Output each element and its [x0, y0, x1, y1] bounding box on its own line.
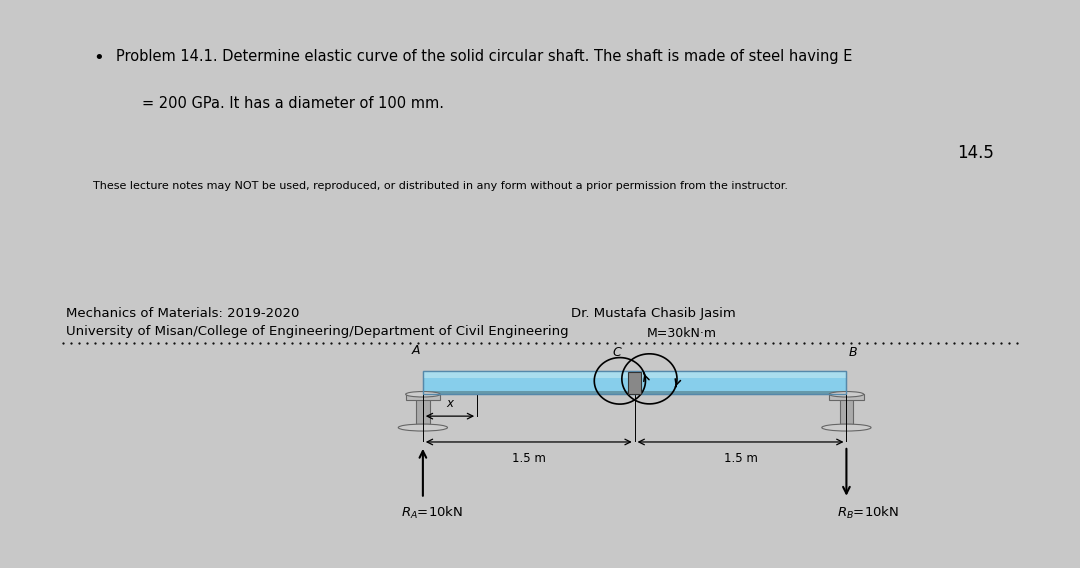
Text: A: A [411, 344, 420, 357]
Text: These lecture notes may NOT be used, reproduced, or distributed in any form with: These lecture notes may NOT be used, rep… [93, 181, 788, 191]
Text: B: B [849, 346, 858, 360]
Ellipse shape [822, 424, 872, 431]
Bar [406, 394, 441, 400]
Text: x: x [446, 397, 454, 410]
Bar [423, 371, 847, 394]
Bar [839, 394, 853, 424]
Text: 14.5: 14.5 [957, 144, 995, 162]
Ellipse shape [399, 424, 447, 431]
Text: $R_A$=10kN: $R_A$=10kN [401, 504, 463, 521]
Text: University of Misan/College of Engineering/Department of Civil Engineering: University of Misan/College of Engineeri… [66, 325, 569, 338]
Ellipse shape [406, 391, 441, 397]
Text: Dr. Mustafa Chasib Jasim: Dr. Mustafa Chasib Jasim [570, 307, 735, 320]
Bar [629, 372, 642, 394]
Text: = 200 GPa. It has a diameter of 100 mm.: = 200 GPa. It has a diameter of 100 mm. [143, 96, 444, 111]
Ellipse shape [829, 391, 864, 397]
Text: Mechanics of Materials: 2019-2020: Mechanics of Materials: 2019-2020 [66, 307, 300, 320]
Bar [416, 394, 430, 424]
Bar [423, 391, 847, 394]
Text: $R_B$=10kN: $R_B$=10kN [837, 504, 899, 521]
Bar [423, 371, 847, 394]
Bar [423, 371, 847, 378]
Text: 1.5 m: 1.5 m [724, 452, 757, 465]
Text: •: • [93, 49, 104, 66]
Text: Problem 14.1. Determine elastic curve of the solid circular shaft. The shaft is : Problem 14.1. Determine elastic curve of… [116, 49, 852, 64]
Text: 1.5 m: 1.5 m [512, 452, 545, 465]
Bar [829, 394, 864, 400]
Text: M=30kN·m: M=30kN·m [647, 327, 716, 340]
Text: C: C [612, 346, 621, 360]
